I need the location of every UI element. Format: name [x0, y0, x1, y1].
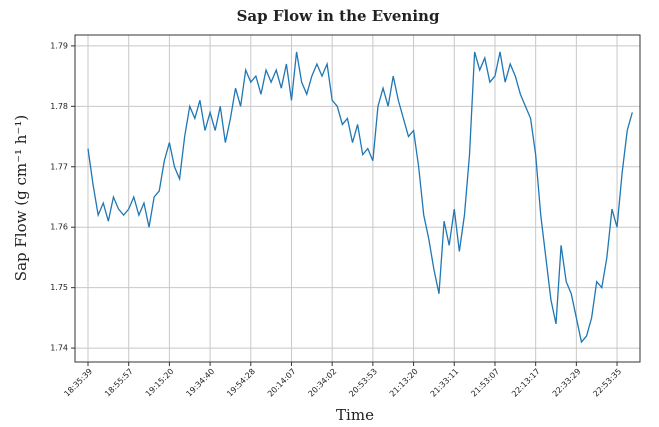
y-axis-label: Sap Flow (g cm⁻¹ h⁻¹)	[12, 115, 30, 281]
x-tick-label: 18:55:57	[103, 367, 135, 399]
x-tick-label: 19:15:20	[144, 367, 176, 399]
x-tick-label: 21:53:07	[469, 367, 501, 399]
x-tick-label: 20:53:53	[347, 367, 379, 399]
y-tick-label: 1.77	[50, 162, 68, 171]
y-tick-label: 1.75	[50, 283, 68, 292]
x-tick-label: 22:13:17	[510, 367, 542, 399]
x-tick-label: 19:34:40	[184, 367, 216, 399]
x-tick-label: 22:53:35	[591, 367, 623, 399]
x-tick-label: 20:14:07	[266, 367, 298, 399]
y-tick-label: 1.74	[50, 344, 68, 353]
x-tick-label: 18:35:39	[62, 367, 94, 399]
plot-frame	[74, 34, 641, 363]
x-tick-label: 19:54:28	[225, 367, 257, 399]
x-axis-label: Time	[336, 406, 374, 424]
y-tick-label: 1.76	[50, 223, 68, 232]
x-tick-label: 21:33:11	[429, 367, 461, 399]
x-tick-label: 20:34:02	[307, 367, 339, 399]
series-line	[87, 51, 633, 344]
y-tick-label: 1.79	[50, 41, 68, 50]
chart-title: Sap Flow in the Evening	[237, 7, 440, 25]
x-tick-label: 22:33:29	[551, 367, 583, 399]
y-tick-label: 1.78	[50, 102, 68, 111]
x-tick-label: 21:13:20	[388, 367, 420, 399]
